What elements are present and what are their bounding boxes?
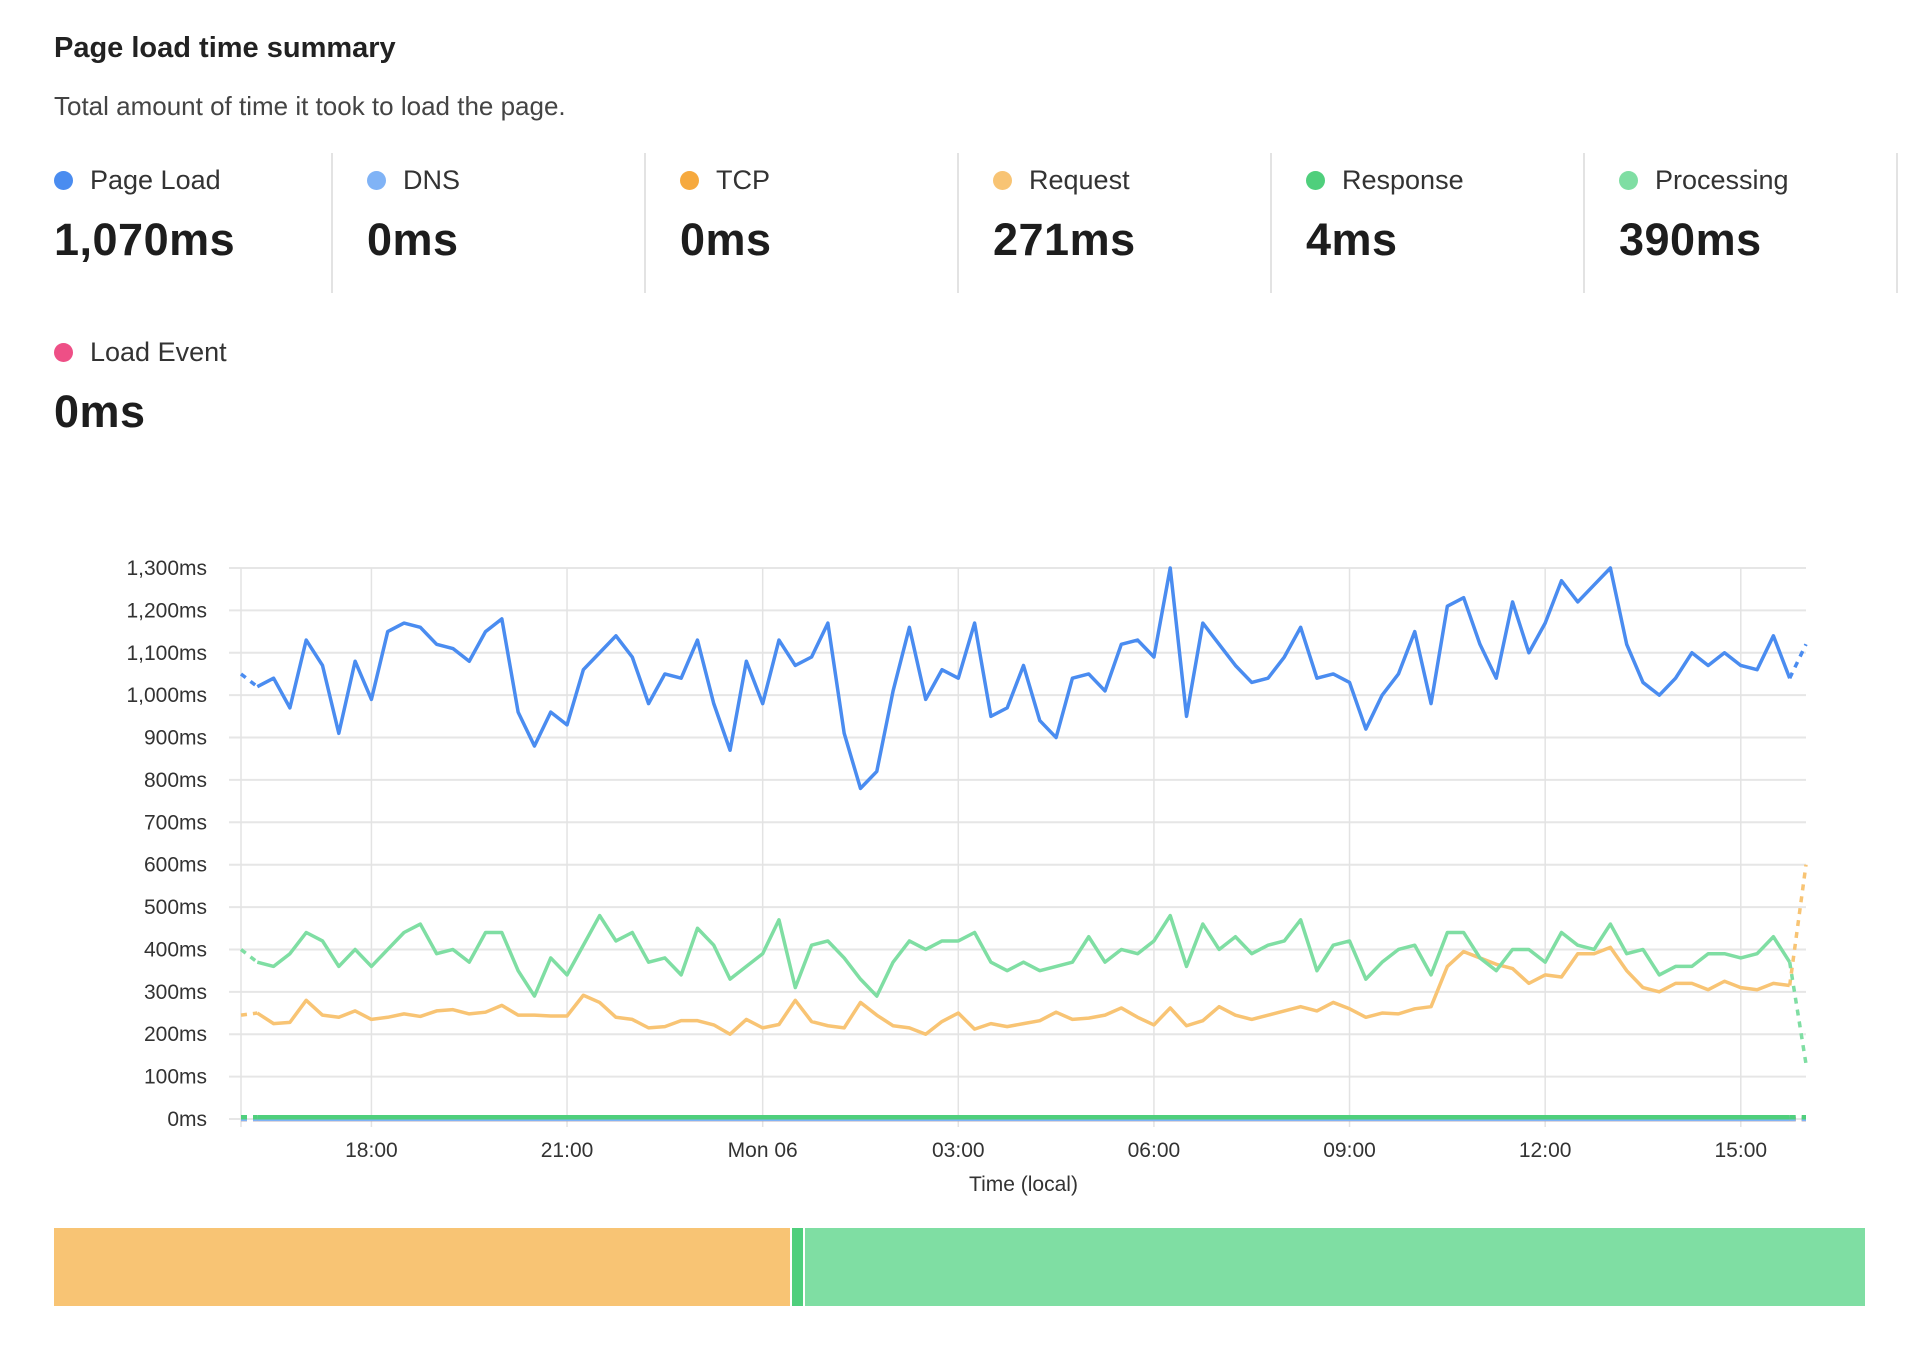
metric-response: Response 4ms <box>1272 153 1585 293</box>
series-line-request <box>256 945 1790 1036</box>
y-tick-label: 1,100ms <box>126 642 207 665</box>
metric-label: TCP <box>716 165 770 195</box>
y-tick-label: 1,300ms <box>126 557 207 580</box>
legend-dot-icon <box>1619 171 1638 190</box>
series-line-processing <box>256 913 1792 998</box>
series-line-page_load <box>256 566 1792 791</box>
bar-segment-request <box>54 1228 791 1306</box>
page-title: Page load time summary <box>54 32 396 64</box>
x-tick-label: 03:00 <box>932 1139 985 1162</box>
metric-value: 0ms <box>680 214 772 265</box>
x-tick-label: 18:00 <box>345 1139 398 1162</box>
y-tick-label: 600ms <box>144 854 207 877</box>
x-tick-label: 12:00 <box>1519 1139 1572 1162</box>
y-tick-label: 900ms <box>144 727 207 750</box>
legend-dot-icon <box>993 171 1012 190</box>
y-tick-label: 400ms <box>144 938 207 961</box>
x-tick-label: 21:00 <box>541 1139 594 1162</box>
legend-dot-icon <box>680 171 699 190</box>
series-dashed-start-processing <box>239 948 259 964</box>
series-dashed-end-page_load <box>1788 643 1808 679</box>
metric-tcp: TCP 0ms <box>646 153 959 293</box>
metric-value: 0ms <box>367 214 459 265</box>
page-subtitle: Total amount of time it took to load the… <box>54 91 566 121</box>
legend-dot-icon <box>54 171 73 190</box>
metric-value: 1,070ms <box>54 214 236 265</box>
x-tick-label: 15:00 <box>1715 1139 1768 1162</box>
metric-value: 271ms <box>993 214 1136 265</box>
y-tick-label: 700ms <box>144 811 207 834</box>
y-tick-label: 200ms <box>144 1023 207 1046</box>
metric-request: Request 271ms <box>959 153 1272 293</box>
metric-label: Page Load <box>90 165 221 195</box>
metric-label: Processing <box>1655 165 1789 195</box>
bar-segment-response <box>790 1228 804 1306</box>
x-tick-label: 09:00 <box>1323 1139 1376 1162</box>
metric-processing: Processing 390ms <box>1585 153 1898 293</box>
metric-label: DNS <box>403 165 461 195</box>
y-tick-label: 0ms <box>167 1108 207 1131</box>
series-dashed-start-request <box>240 1011 258 1017</box>
metric-dns: DNS 0ms <box>333 153 646 293</box>
metric-load-event: Load Event 0ms <box>20 325 333 465</box>
x-tick-label: Mon 06 <box>728 1139 798 1162</box>
timing-line-chart: 0ms 100ms 200ms 300ms 400ms 500ms 600ms 700ms 80… <box>126 557 1808 1196</box>
series-dashed-start-page_load <box>239 672 259 689</box>
y-tick-label: 800ms <box>144 769 207 792</box>
timing-breakdown-bar <box>54 1228 1865 1306</box>
legend-dot-icon <box>367 171 386 190</box>
series-dashed-end-request <box>1787 864 1808 986</box>
metric-label: Response <box>1342 165 1464 195</box>
metric-value: 4ms <box>1306 214 1398 265</box>
metrics-grid: Page Load 1,070ms DNS 0ms TCP 0ms Reques… <box>20 153 1910 465</box>
metric-label: Load Event <box>90 337 227 367</box>
y-tick-label: 1,200ms <box>126 599 207 622</box>
y-tick-label: 300ms <box>144 981 207 1004</box>
metric-label: Request <box>1029 165 1130 195</box>
y-tick-label: 100ms <box>144 1066 207 1089</box>
legend-dot-icon <box>54 343 73 362</box>
bar-segment-processing <box>803 1228 1865 1306</box>
series-dashed-end-processing <box>1787 961 1808 1065</box>
y-tick-label: 1,000ms <box>126 684 207 707</box>
metric-value: 390ms <box>1619 214 1762 265</box>
metric-page-load: Page Load 1,070ms <box>20 153 333 293</box>
legend-dot-icon <box>1306 171 1325 190</box>
x-axis-label: Time (local) <box>969 1173 1078 1196</box>
x-tick-label: 06:00 <box>1128 1139 1181 1162</box>
y-tick-label: 500ms <box>144 896 207 919</box>
metric-value: 0ms <box>54 386 146 437</box>
